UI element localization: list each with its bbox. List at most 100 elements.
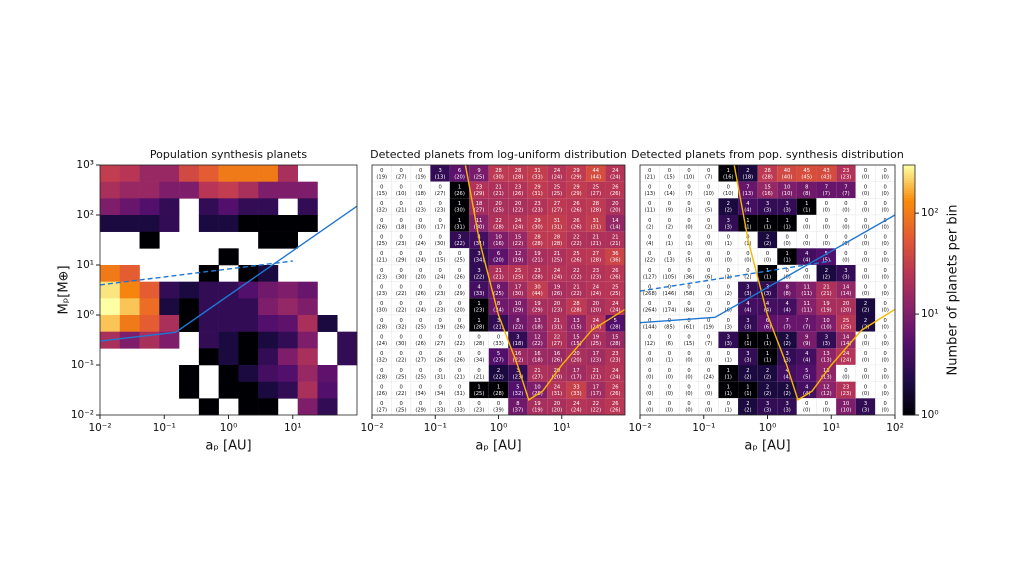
cell-count: 22 xyxy=(495,218,502,224)
cell-count: 0 xyxy=(438,385,441,391)
cell xyxy=(238,181,259,199)
cell-count: 0 xyxy=(727,351,730,357)
cell-total: (23) xyxy=(532,208,543,214)
cell-count: 0 xyxy=(668,218,671,224)
cell-total: (3) xyxy=(725,224,732,230)
cell-total: (45) xyxy=(801,174,812,180)
cell-total: (4) xyxy=(803,258,810,264)
cell-total: (25) xyxy=(552,191,563,197)
cell-total: (61) xyxy=(684,324,695,330)
cell-count: 0 xyxy=(668,168,671,174)
cell-count: 23 xyxy=(515,185,522,191)
cell-total: (0) xyxy=(842,374,849,380)
cell-total: (20) xyxy=(610,208,621,214)
cell xyxy=(836,281,856,299)
cell xyxy=(566,198,587,215)
cell xyxy=(297,398,318,416)
cell-count: 0 xyxy=(707,168,710,174)
cell-count: 0 xyxy=(497,401,500,407)
cell xyxy=(218,348,239,366)
cell-count: 19 xyxy=(534,401,541,407)
cell-total: (4) xyxy=(783,308,790,314)
cell-count: 21 xyxy=(593,368,600,374)
cell-count: 0 xyxy=(864,368,867,374)
x-tick-label: 10⁻¹ xyxy=(692,422,715,434)
cell xyxy=(488,298,509,315)
cell-count: 2 xyxy=(746,401,749,407)
cell xyxy=(238,365,259,382)
cell xyxy=(218,365,239,382)
cell xyxy=(488,231,509,249)
cell-total: (23) xyxy=(376,274,387,280)
cell xyxy=(258,265,279,282)
cell-count: 0 xyxy=(438,185,441,191)
cell-total: (2) xyxy=(705,224,712,230)
cell xyxy=(238,398,259,416)
cell-total: (0) xyxy=(882,241,889,247)
cell-total: (29) xyxy=(454,291,465,297)
cell-count: 28 xyxy=(515,168,522,174)
colorbar-swatch xyxy=(903,347,915,351)
colorbar-swatch xyxy=(903,207,915,211)
cell-count: 1 xyxy=(727,385,730,391)
cell-count: 0 xyxy=(687,335,690,341)
cell-count: 0 xyxy=(687,251,690,257)
cell-count: 0 xyxy=(458,285,461,291)
colorbar-swatch xyxy=(903,210,915,213)
colorbar-swatch xyxy=(903,220,915,223)
cell xyxy=(796,331,817,349)
cell-total: (4) xyxy=(803,358,810,364)
cell-total: (30) xyxy=(493,174,504,180)
colorbar-swatch xyxy=(903,215,915,218)
cell-count: 0 xyxy=(648,368,651,374)
x-axis-label: aₚ [AU] xyxy=(205,439,251,454)
cell-count: 17 xyxy=(593,385,600,391)
colorbar-swatch xyxy=(903,222,915,226)
cell-count: 0 xyxy=(864,335,867,341)
cell-count: 0 xyxy=(380,251,383,257)
colorbar-swatch xyxy=(903,267,915,271)
y-tick-label: 10⁻¹ xyxy=(71,359,94,371)
cell-count: 2 xyxy=(766,235,769,241)
cell-total: (0) xyxy=(803,408,810,414)
cell-count: 3 xyxy=(785,351,788,357)
cell xyxy=(566,248,587,265)
cell xyxy=(297,331,318,349)
cell xyxy=(777,298,797,315)
cell xyxy=(718,331,739,349)
cell-count: 12 xyxy=(823,385,830,391)
cell-total: (25) xyxy=(610,291,621,297)
cell xyxy=(218,281,239,299)
cell-total: (34) xyxy=(474,358,485,364)
cell xyxy=(816,348,837,365)
cell xyxy=(757,198,778,215)
cell-count: 0 xyxy=(884,318,887,324)
cell-total: (19) xyxy=(532,408,543,414)
cell-count: 24 xyxy=(515,218,522,224)
cell-total: (7) xyxy=(705,174,712,180)
cell-total: (1) xyxy=(783,258,790,264)
cell-total: (16) xyxy=(723,174,734,180)
cell-count: 1 xyxy=(805,201,808,207)
cell-total: (0) xyxy=(862,224,869,230)
cell xyxy=(757,215,778,232)
cell-total: (27) xyxy=(376,408,387,414)
cell xyxy=(508,165,528,182)
cell-total: (31) xyxy=(552,224,563,230)
cell-total: (3) xyxy=(744,291,751,297)
x-tick-label: 10⁻¹ xyxy=(153,422,176,434)
cell-total: (24) xyxy=(376,341,387,347)
cell xyxy=(277,181,298,199)
cell-total: (1) xyxy=(764,274,771,280)
cell xyxy=(218,248,239,266)
cell-count: 25 xyxy=(554,185,561,191)
cell-count: 25 xyxy=(843,318,850,324)
cell-count: 11 xyxy=(803,301,810,307)
cell-count: 0 xyxy=(458,351,461,357)
cell-count: 0 xyxy=(438,318,441,324)
cell-count: 25 xyxy=(612,285,619,291)
cell-total: (29) xyxy=(513,308,524,314)
cell xyxy=(159,281,180,299)
cell-total: (2) xyxy=(783,391,790,397)
cell-count: 23 xyxy=(476,185,483,191)
